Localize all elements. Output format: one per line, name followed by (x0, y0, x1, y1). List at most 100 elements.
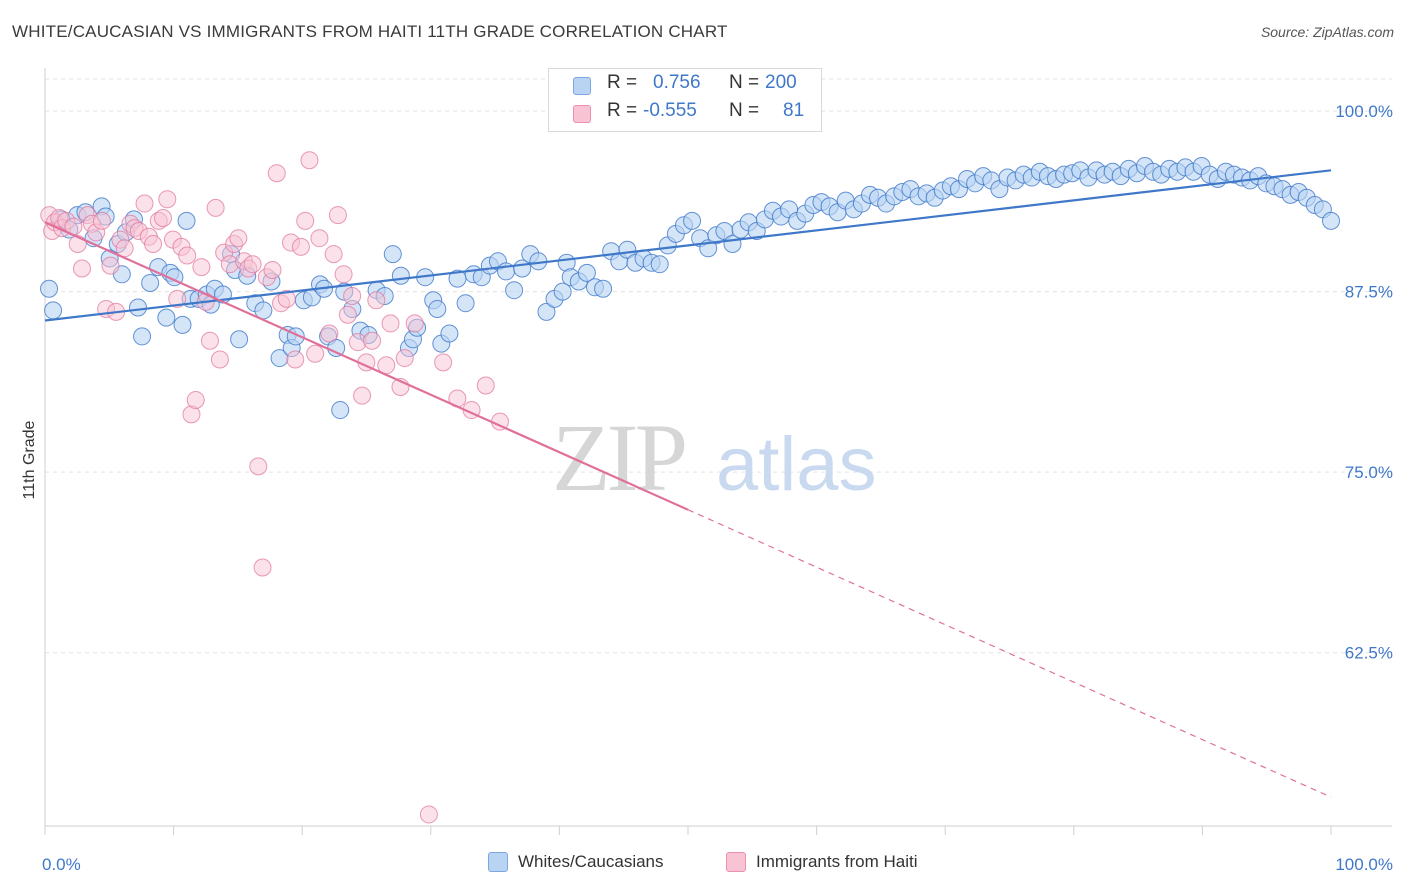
stats-row-whites: R = 0.756 N = 200 (549, 72, 821, 100)
point-haiti (243, 255, 262, 274)
point-whites (40, 279, 59, 298)
y-tick-label: 100.0% (1335, 102, 1393, 121)
point-haiti (320, 324, 339, 343)
point-haiti (154, 208, 173, 227)
point-haiti (334, 265, 353, 284)
watermark: ZIP atlas (552, 404, 877, 511)
point-haiti (210, 350, 229, 369)
stats-r-label: R = (607, 72, 638, 93)
watermark-atlas: atlas (716, 422, 877, 507)
trendline-haiti-extension (687, 509, 1332, 798)
point-haiti (92, 211, 111, 230)
point-whites (157, 308, 176, 327)
x-tick-label: 0.0% (42, 855, 81, 874)
y-axis-label: 11th Grade (21, 420, 38, 499)
point-haiti (178, 246, 197, 265)
point-whites (391, 266, 410, 285)
point-whites (230, 330, 249, 349)
trendlines (44, 169, 1332, 798)
legend-label-whites: Whites/Caucasians (518, 852, 664, 871)
y-tick-label: 62.5% (1345, 644, 1393, 663)
point-haiti (419, 805, 438, 824)
point-whites (537, 302, 556, 321)
trendline-haiti (44, 221, 689, 511)
point-haiti (101, 256, 120, 275)
point-haiti (324, 245, 343, 264)
point-whites (173, 315, 192, 334)
point-haiti (363, 331, 382, 350)
stats-n-value: 200 (765, 72, 797, 93)
point-haiti (200, 331, 219, 350)
point-haiti (192, 258, 211, 277)
point-whites (129, 298, 148, 317)
point-whites (683, 211, 702, 230)
series-haiti-points (40, 151, 509, 824)
point-haiti (206, 198, 225, 217)
stats-n-label: N = (729, 100, 760, 121)
point-haiti (300, 151, 319, 170)
point-haiti (367, 291, 386, 310)
point-haiti (229, 229, 248, 248)
point-whites (44, 301, 63, 320)
stats-r-label: R = (607, 100, 638, 121)
point-whites (331, 401, 350, 420)
point-whites (177, 211, 196, 230)
point-whites (594, 279, 613, 298)
point-haiti (338, 305, 357, 324)
point-haiti (405, 314, 424, 333)
point-whites (1322, 211, 1340, 230)
point-whites (428, 299, 447, 318)
point-haiti (72, 259, 91, 278)
point-whites (383, 245, 402, 264)
x-tick-labels: 0.0% 100.0% (42, 855, 1393, 874)
legend-item-haiti[interactable]: Immigrants from Haiti (726, 852, 918, 872)
trendline-whites (44, 169, 1332, 322)
stats-row-haiti: R = -0.555 N = 81 (549, 100, 821, 128)
point-haiti (249, 457, 268, 476)
legend-swatch-haiti (726, 852, 746, 872)
point-whites (440, 324, 459, 343)
legend-label-haiti: Immigrants from Haiti (756, 852, 918, 871)
stats-n-value: 81 (783, 100, 805, 121)
bottom-legend: Whites/Caucasians Immigrants from Haiti (0, 852, 1406, 876)
watermark-zip: ZIP (552, 404, 685, 511)
point-whites (456, 294, 475, 313)
axes (44, 68, 1392, 835)
point-haiti (291, 237, 310, 256)
point-haiti (168, 289, 187, 308)
point-haiti (286, 350, 305, 369)
point-haiti (353, 386, 372, 405)
y-tick-label: 75.0% (1345, 463, 1393, 482)
point-haiti (253, 558, 272, 577)
point-haiti (186, 390, 205, 409)
point-haiti (267, 164, 286, 183)
y-tick-labels: 62.5% 75.0% 87.5% 100.0% (1335, 102, 1393, 663)
point-haiti (144, 234, 163, 253)
x-tick-label: 100.0% (1335, 855, 1393, 874)
point-whites (650, 255, 669, 274)
chart-source: Source: ZipAtlas.com (1260, 24, 1394, 40)
point-haiti (395, 349, 414, 368)
point-whites (505, 281, 524, 300)
series-whites-points (40, 156, 1340, 420)
point-whites (553, 282, 572, 301)
point-whites (133, 327, 152, 346)
y-tick-label: 87.5% (1345, 283, 1393, 302)
point-haiti (158, 190, 177, 209)
stats-r-value: -0.555 (643, 100, 697, 121)
stats-legend: R = 0.756 N = 200 R = -0.555 N = 81 (548, 68, 822, 132)
point-haiti (476, 376, 495, 395)
stats-n-label: N = (729, 72, 760, 93)
stats-swatch-whites (573, 77, 591, 95)
point-haiti (343, 286, 362, 305)
legend-item-whites[interactable]: Whites/Caucasians (488, 852, 664, 872)
point-haiti (296, 211, 315, 230)
point-whites (577, 263, 596, 282)
legend-swatch-whites (488, 852, 508, 872)
point-haiti (328, 206, 347, 225)
point-haiti (135, 194, 154, 213)
chart-title: WHITE/CAUCASIAN VS IMMIGRANTS FROM HAITI… (12, 22, 728, 41)
point-haiti (310, 229, 329, 248)
stats-swatch-haiti (573, 105, 591, 123)
